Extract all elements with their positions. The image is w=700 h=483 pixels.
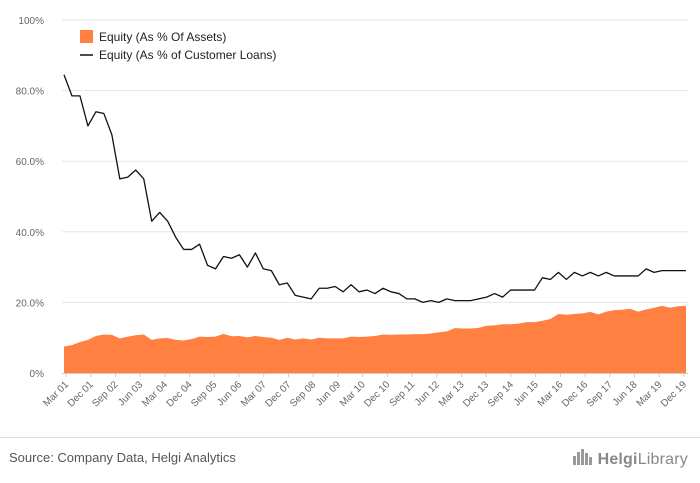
x-tick-label: Jun 06 — [215, 379, 244, 408]
y-tick-label: 100% — [18, 16, 44, 27]
area-series — [64, 305, 686, 373]
series-equity-assets-area — [64, 305, 686, 373]
y-tick-label: 0% — [30, 369, 45, 380]
x-tick-label: Sep 05 — [189, 379, 219, 409]
x-tick-label: Mar 01 — [41, 379, 71, 409]
x-tick-label: Dec 04 — [165, 379, 195, 409]
legend-label-equity-assets: Equity (As % Of Assets) — [99, 30, 226, 44]
x-tick-label: Mar 07 — [239, 379, 269, 409]
legend: Equity (As % Of Assets) Equity (As % of … — [80, 30, 276, 62]
y-tick-labels: 0% 20.0% 40.0% 60.0% 80.0% 100% — [16, 16, 44, 380]
x-tick-label: Sep 11 — [388, 379, 418, 409]
x-tick-label: Mar 16 — [536, 379, 566, 409]
x-tick-label: Dec 13 — [461, 379, 491, 409]
axes — [62, 373, 688, 377]
x-tick-label: Sep 14 — [486, 379, 516, 409]
legend-label-equity-loans: Equity (As % of Customer Loans) — [99, 48, 276, 62]
x-tick-label: Dec 10 — [362, 379, 392, 409]
x-tick-label: Sep 02 — [90, 379, 120, 409]
x-tick-label: Jun 18 — [611, 379, 640, 408]
x-tick-label: Jun 15 — [512, 379, 541, 408]
y-tick-label: 20.0% — [16, 298, 44, 309]
x-tick-label: Mar 19 — [635, 379, 665, 409]
y-tick-label: 60.0% — [16, 157, 44, 168]
city-skyline-icon — [572, 448, 594, 471]
legend-swatch-equity-assets — [80, 30, 93, 43]
brand-logo[interactable]: HelgiLibrary — [572, 448, 688, 471]
x-tick-label: Jun 09 — [314, 379, 343, 408]
x-tick-label: Dec 19 — [659, 379, 689, 409]
x-tick-label: Sep 08 — [288, 379, 318, 409]
source-note: Source: Company Data, Helgi Analytics — [9, 450, 236, 465]
x-tick-label: Jun 03 — [116, 379, 145, 408]
x-tick-label: Sep 17 — [585, 379, 615, 409]
x-tick-label: Dec 07 — [263, 379, 293, 409]
footer-divider — [0, 437, 700, 438]
x-tick-label: Mar 10 — [338, 379, 368, 409]
x-tick-label: Dec 01 — [66, 379, 96, 409]
gridlines — [62, 19, 688, 303]
brand-suffix: Library — [637, 450, 688, 468]
brand-name: Helgi — [597, 450, 638, 468]
x-tick-label: Mar 13 — [437, 379, 467, 409]
x-tick-label: Dec 16 — [560, 379, 590, 409]
y-tick-label: 80.0% — [16, 87, 44, 98]
x-tick-label: Jun 12 — [413, 379, 442, 408]
y-tick-label: 40.0% — [16, 228, 44, 239]
x-tick-label: Mar 04 — [140, 379, 170, 409]
series-equity-loans-line — [63, 74, 686, 304]
line-series — [63, 74, 686, 304]
